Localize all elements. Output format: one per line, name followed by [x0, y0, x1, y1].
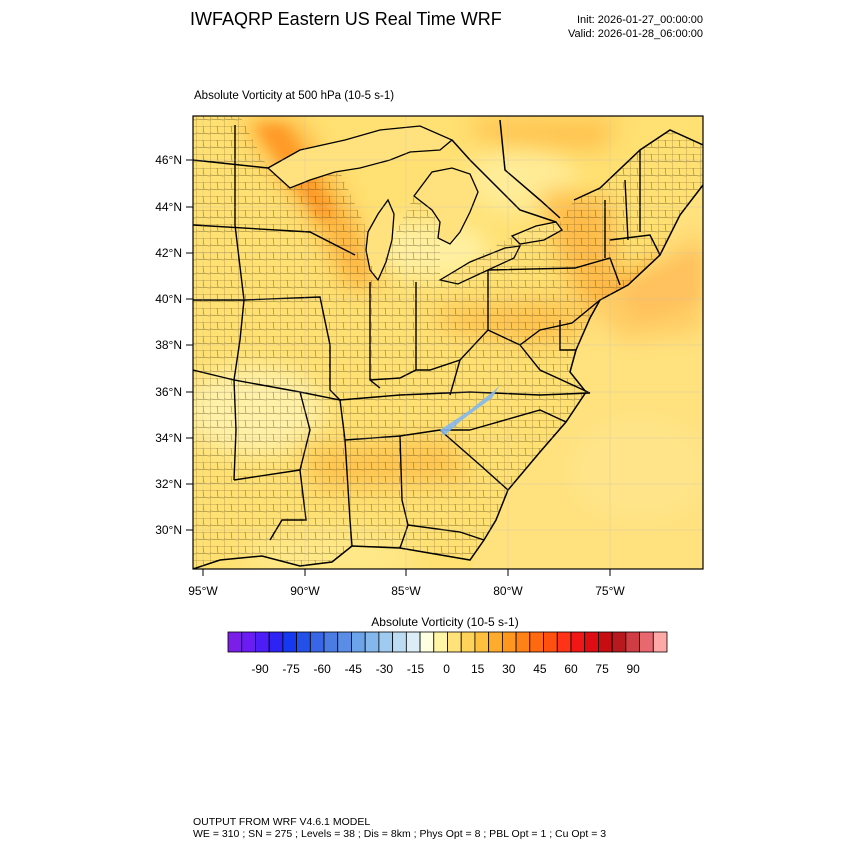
- colorbar-swatch: [501, 631, 517, 653]
- lat-label: 32°N: [155, 477, 182, 491]
- init-time: Init: 2026-01-27_00:00:00: [577, 14, 703, 26]
- lon-label: 90°W: [290, 584, 320, 598]
- lat-label: 44°N: [155, 200, 182, 214]
- colorbar-swatch: [611, 631, 627, 653]
- colorbar-swatch: [282, 631, 298, 653]
- colorbar-swatch: [296, 631, 311, 653]
- colorbar-swatch: [625, 631, 640, 653]
- low-vorticity-streak: [440, 385, 500, 436]
- ocean-atlantic: [470, 185, 703, 569]
- colorbar-swatch: [460, 631, 476, 653]
- colorbar-swatch: [351, 631, 366, 653]
- lon-label: 95°W: [188, 584, 218, 598]
- colorbar-label: -45: [344, 662, 362, 676]
- colorbar-swatch: [529, 631, 544, 653]
- colorbar-swatch: [323, 631, 339, 653]
- colorbar-label: -30: [375, 662, 394, 676]
- colorbar-title: Absolute Vorticity (10-5 s-1): [371, 615, 519, 629]
- plot-title: IWFAQRP Eastern US Real Time WRF: [190, 9, 502, 29]
- colorbar-swatch: [378, 631, 394, 653]
- state-boundaries: [193, 125, 661, 549]
- colorbar-swatch: [598, 631, 613, 653]
- lat-label: 42°N: [155, 246, 182, 260]
- lat-labels: 46°N 44°N 42°N 40°N 38°N 36°N 34°N 32°N 30°N: [155, 153, 182, 537]
- colorbar-swatch: [433, 631, 448, 653]
- lon-label: 85°W: [391, 584, 421, 598]
- county-boundaries: [193, 116, 703, 569]
- colorbar-swatch: [447, 631, 462, 653]
- colorbar-label: 90: [626, 662, 640, 676]
- colorbar-swatch: [543, 631, 558, 653]
- colorbar-swatch: [227, 631, 243, 653]
- lat-label: 36°N: [155, 385, 182, 399]
- colorbar-swatch: [570, 631, 586, 653]
- map-frame: [192, 115, 704, 570]
- lon-label: 75°W: [595, 584, 625, 598]
- valid-time: Valid: 2026-01-28_06:00:00: [568, 28, 703, 40]
- colorbar-swatch: [639, 631, 654, 653]
- colorbar-swatch: [337, 631, 352, 653]
- colorbar-label: -90: [251, 662, 269, 676]
- model-info-line2: WE = 310 ; SN = 275 ; Levels = 38 ; Dis …: [193, 828, 607, 840]
- colorbar-swatch: [474, 631, 490, 653]
- colorbar-swatch: [392, 631, 407, 653]
- coastlines: [193, 119, 703, 569]
- lat-label: 40°N: [155, 292, 182, 306]
- field-subtitle: Absolute Vorticity at 500 hPa (10-5 s-1): [194, 90, 395, 102]
- lat-ticks: [186, 159, 193, 531]
- colorbar-swatch: [652, 631, 668, 653]
- colorbar-label: 0: [443, 662, 450, 676]
- colorbar-swatch: [419, 631, 435, 653]
- colorbar-labels: -90 -75 -60 -45 -30 -15 0 15 30 45 60 75 90: [0, 662, 850, 678]
- lat-label: 46°N: [155, 153, 182, 167]
- model-info: OUTPUT FROM WRF V4.6.1 MODEL WE = 310 ; …: [193, 816, 606, 840]
- lon-labels: 95°W 90°W 85°W 80°W 75°W: [188, 584, 625, 598]
- lat-label: 38°N: [155, 338, 182, 352]
- colorbar-label: 30: [502, 662, 516, 676]
- colorbar-label: -15: [406, 662, 425, 676]
- colorbar-label: -75: [282, 662, 300, 676]
- colorbar-swatch: [405, 631, 421, 653]
- colorbar-swatch: [309, 631, 325, 653]
- colorbar-label: -60: [313, 662, 331, 676]
- lat-label: 30°N: [155, 523, 182, 537]
- colorbar-swatch: [268, 631, 284, 653]
- colorbar-swatch: [584, 631, 599, 653]
- colorbar-swatch: [556, 631, 572, 653]
- colorbar-swatch: [515, 631, 531, 653]
- colorbar: [227, 631, 668, 653]
- colorbar-label: 45: [533, 662, 547, 676]
- vorticity-field: [193, 116, 703, 569]
- model-info-line1: OUTPUT FROM WRF V4.6.1 MODEL: [193, 816, 371, 828]
- colorbar-swatch: [255, 631, 270, 653]
- colorbar-label: 15: [471, 662, 485, 676]
- colorbar-swatch: [364, 631, 380, 653]
- lat-label: 34°N: [155, 431, 182, 445]
- lon-ticks: [202, 569, 611, 576]
- colorbar-label: 75: [595, 662, 609, 676]
- colorbar-swatch: [488, 631, 503, 653]
- lon-label: 80°W: [493, 584, 523, 598]
- time-info: Init: 2026-01-27_00:00:00 Valid: 2026-01…: [568, 13, 703, 41]
- colorbar-swatch: [241, 631, 256, 653]
- colorbar-label: 60: [564, 662, 578, 676]
